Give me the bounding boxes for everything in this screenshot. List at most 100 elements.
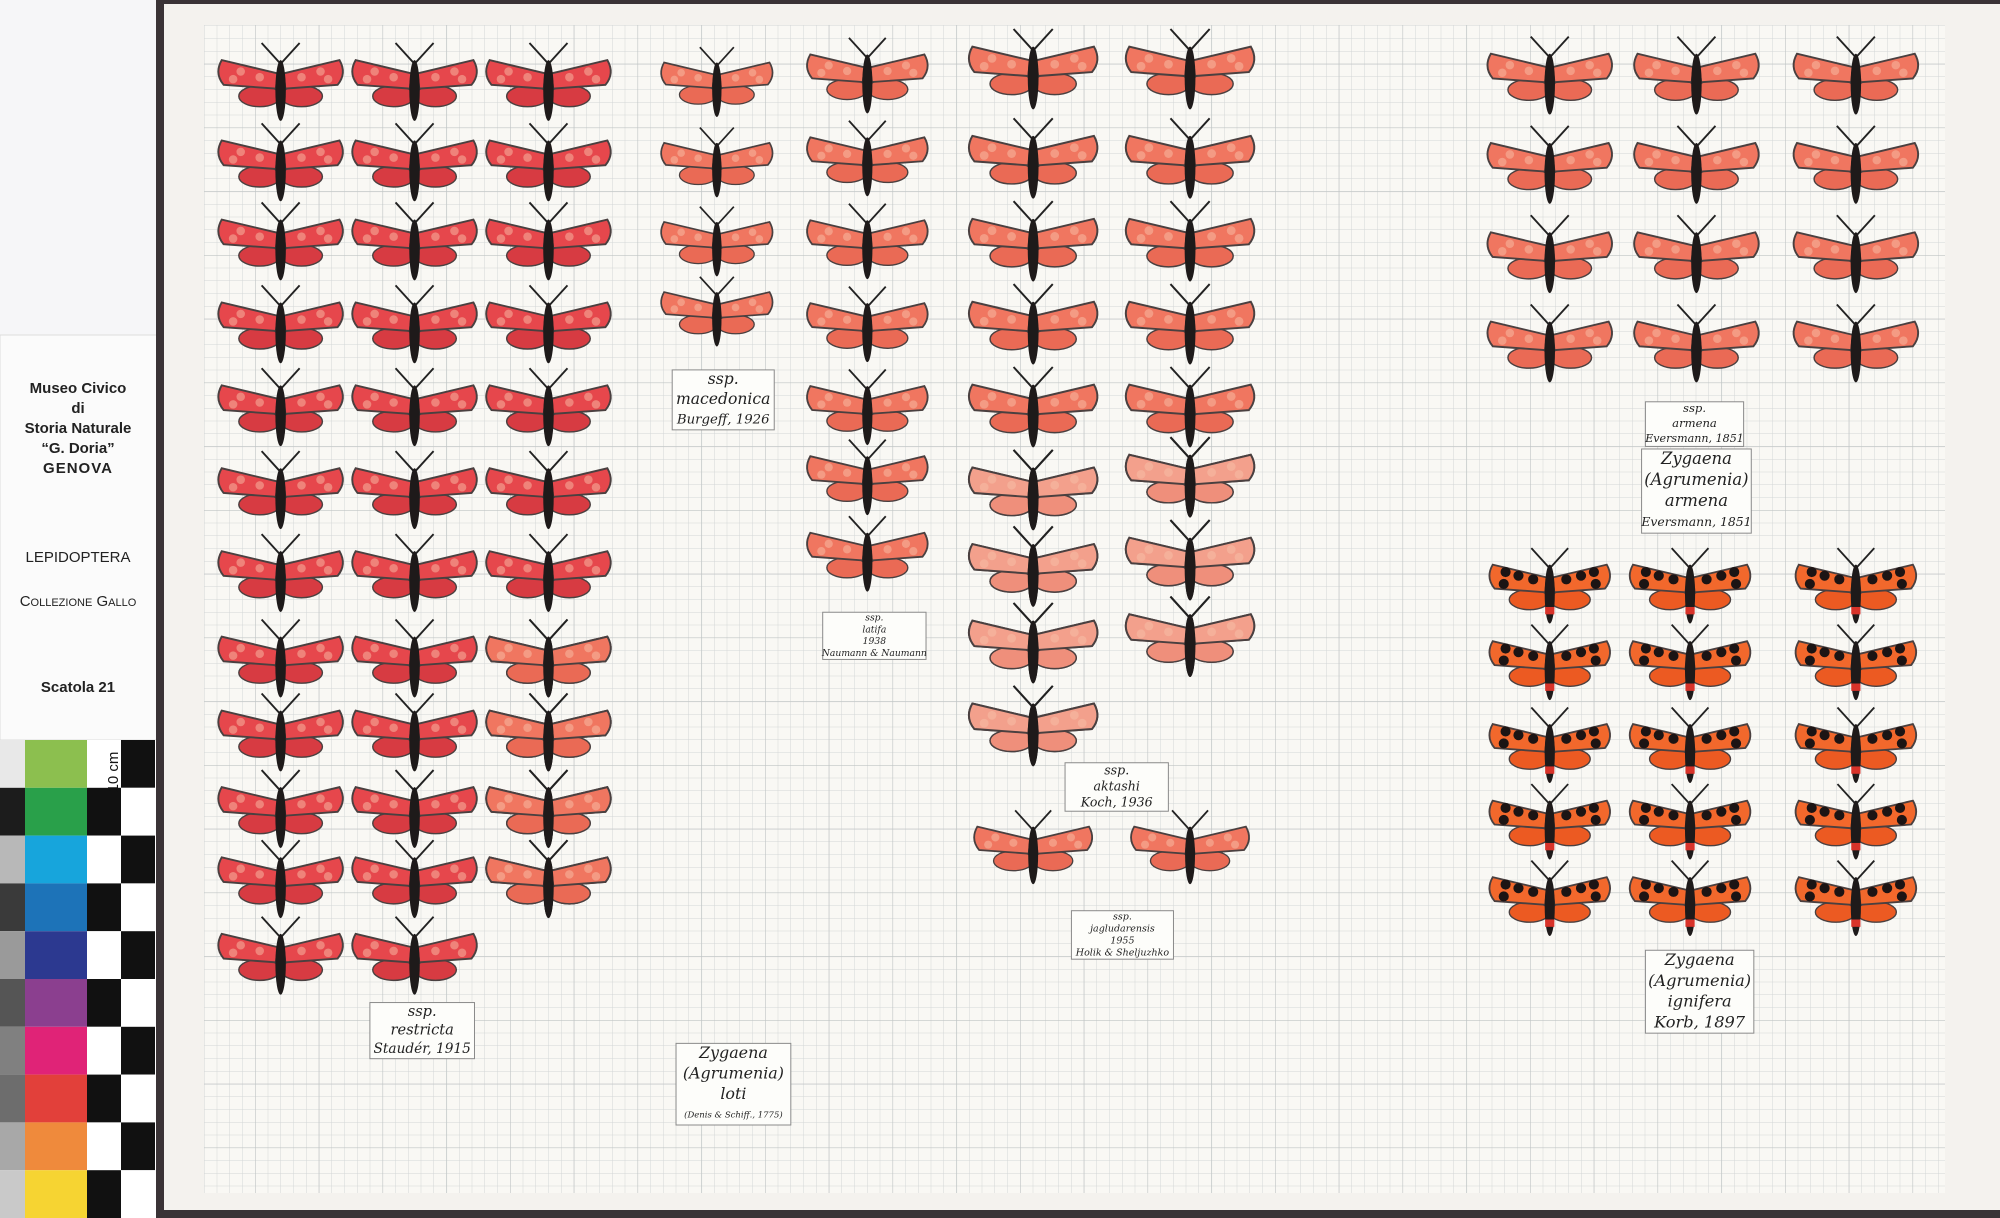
antenna [1189, 436, 1211, 460]
wing-spot [1561, 574, 1572, 585]
wing-spot [1524, 155, 1534, 165]
antenna [1032, 525, 1054, 549]
ruler-cell [87, 883, 121, 932]
antenna [866, 120, 887, 142]
body [275, 468, 286, 530]
wing-spot [370, 717, 379, 727]
wing-spot [817, 68, 826, 77]
antenna [1530, 547, 1551, 569]
antenna [1676, 35, 1698, 59]
moth [967, 366, 1099, 448]
wing-spot [389, 315, 398, 324]
wing-spot [1234, 629, 1244, 639]
wing-spot [450, 717, 459, 727]
antenna [1189, 595, 1211, 619]
wing-spot [1575, 730, 1587, 741]
body [409, 468, 420, 530]
wing-spot [1644, 157, 1654, 167]
wing-spot [979, 482, 989, 492]
wing-spot [1144, 53, 1154, 63]
wing-spot [1811, 239, 1821, 248]
antenna [1695, 35, 1717, 59]
wing-spot [323, 651, 333, 660]
antenna [1189, 28, 1211, 52]
wing-spot [1007, 633, 1017, 643]
wing-spot [670, 75, 679, 84]
body [275, 302, 286, 364]
body [1184, 301, 1196, 365]
wing-spot [1007, 716, 1017, 726]
wing-spot [591, 482, 601, 492]
wing-spot [362, 74, 372, 84]
antenna [1836, 125, 1857, 148]
wing-spot [731, 73, 740, 82]
wing-spot [1136, 61, 1146, 71]
wing-spot [297, 398, 306, 407]
body [543, 636, 554, 698]
antenna [1549, 214, 1570, 237]
grey-patch [0, 835, 25, 884]
body [1184, 454, 1196, 518]
wing-spot [1819, 730, 1830, 741]
body [275, 710, 286, 772]
label-line: restricta [391, 1022, 454, 1039]
antenna [1549, 706, 1569, 729]
wing-spot [817, 547, 826, 556]
body [275, 857, 286, 919]
wing-spot [297, 232, 306, 241]
wing-spot [370, 67, 379, 76]
label-line: macedonica [676, 390, 770, 408]
wing-spot [1588, 726, 1599, 737]
antenna [1169, 117, 1191, 141]
wing-spot [1234, 61, 1244, 71]
body-band [1851, 606, 1861, 615]
color-patch [25, 931, 87, 979]
wing-spot [1566, 334, 1575, 343]
wing-spot [255, 870, 264, 879]
wing-spot [389, 398, 398, 407]
moth [485, 769, 612, 848]
wing-spot [504, 794, 513, 803]
wing-spot [1234, 469, 1244, 479]
wing-spot [565, 72, 574, 82]
antenna [260, 450, 282, 473]
wing-spot [979, 635, 989, 645]
wing-spot [1804, 655, 1815, 666]
wing-spot [228, 482, 238, 492]
wing-spot [236, 940, 245, 950]
wing-spot [1144, 462, 1154, 471]
wing-spot [1505, 150, 1515, 159]
wing-spot [1806, 566, 1817, 578]
wing-spot [755, 75, 764, 84]
antenna [1032, 28, 1054, 52]
body-band [1545, 606, 1555, 615]
wing-spot [297, 315, 306, 324]
wing-spot [1164, 627, 1173, 637]
wing-spot [1730, 655, 1742, 666]
wing-spot [1524, 245, 1534, 254]
body [1544, 143, 1555, 204]
wing-spot [1701, 733, 1712, 744]
ruler-cell [87, 1170, 121, 1218]
antenna [1689, 859, 1710, 882]
moth [967, 200, 1099, 282]
moth [217, 916, 344, 995]
antenna [1836, 214, 1857, 237]
wing-spot [457, 801, 467, 811]
wing-spot [316, 226, 325, 236]
antenna [394, 916, 416, 939]
color-patch [25, 1074, 87, 1123]
antenna [716, 46, 735, 67]
wing-spot [255, 799, 264, 809]
antenna [1189, 809, 1209, 831]
moth [351, 839, 478, 919]
wing-spot [496, 872, 506, 881]
wing-spot [842, 66, 852, 76]
wing-spot [991, 833, 1000, 842]
wing-spot [457, 155, 467, 164]
antenna [1032, 366, 1054, 390]
wing-spot [431, 72, 440, 82]
wing-spot [1590, 814, 1601, 826]
antenna [1855, 624, 1875, 646]
wing-spot [1136, 151, 1146, 160]
